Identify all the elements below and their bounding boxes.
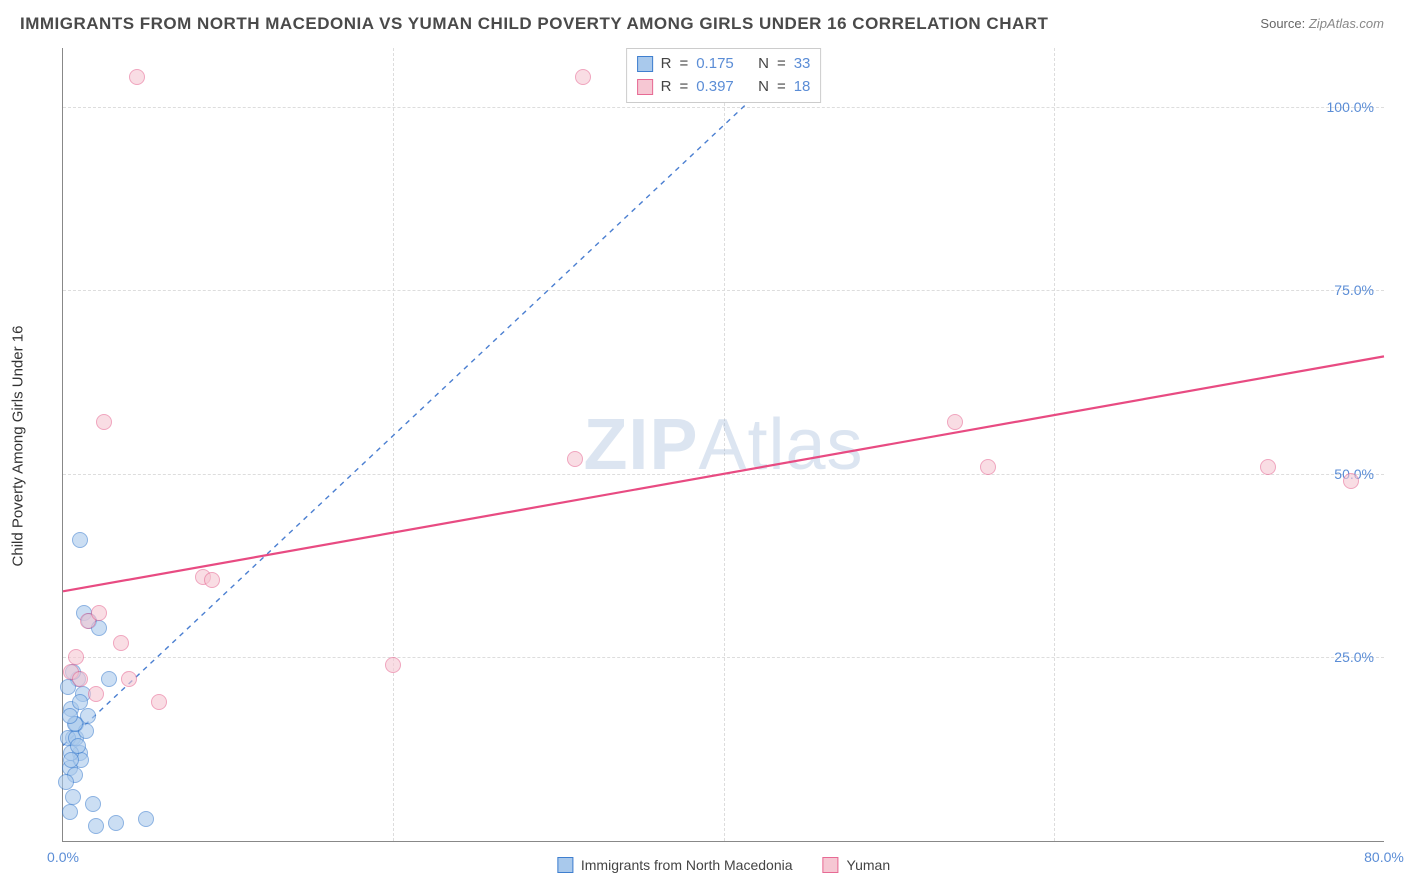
data-point	[1260, 459, 1276, 475]
data-point	[96, 414, 112, 430]
data-point	[138, 811, 154, 827]
data-point	[385, 657, 401, 673]
correlation-legend: R = 0.175 N = 33 R = 0.397 N = 18	[626, 48, 822, 103]
data-point	[575, 69, 591, 85]
data-point	[947, 414, 963, 430]
data-point	[88, 818, 104, 834]
legend-item-0: Immigrants from North Macedonia	[557, 857, 793, 873]
legend-swatch-b1	[823, 857, 839, 873]
data-point	[151, 694, 167, 710]
data-point	[70, 738, 86, 754]
ytick-label: 100.0%	[1327, 99, 1374, 115]
r-value-0: 0.175	[696, 53, 734, 76]
data-point	[129, 69, 145, 85]
data-point	[72, 671, 88, 687]
data-point	[980, 459, 996, 475]
r-value-1: 0.397	[696, 76, 734, 99]
data-point	[62, 804, 78, 820]
data-point	[204, 572, 220, 588]
xtick-label: 0.0%	[47, 849, 79, 865]
data-point	[1343, 473, 1359, 489]
gridline-v	[393, 48, 394, 841]
data-point	[72, 532, 88, 548]
legend-swatch-0	[637, 56, 653, 72]
data-point	[62, 708, 78, 724]
watermark: ZIPAtlas	[583, 404, 863, 486]
series-legend: Immigrants from North Macedonia Yuman	[557, 857, 890, 873]
ytick-label: 75.0%	[1334, 282, 1374, 298]
data-point	[72, 694, 88, 710]
data-point	[68, 649, 84, 665]
data-point	[91, 605, 107, 621]
legend-item-1: Yuman	[823, 857, 891, 873]
data-point	[567, 451, 583, 467]
data-point	[58, 774, 74, 790]
legend-swatch-b0	[557, 857, 573, 873]
legend-row-series-1: R = 0.397 N = 18	[637, 76, 811, 99]
plot-area: ZIPAtlas R = 0.175 N = 33 R = 0.397 N = …	[62, 48, 1384, 842]
source-attribution: Source: ZipAtlas.com	[1260, 16, 1384, 31]
data-point	[113, 635, 129, 651]
gridline-v	[1054, 48, 1055, 841]
ytick-label: 25.0%	[1334, 649, 1374, 665]
legend-row-series-0: R = 0.175 N = 33	[637, 53, 811, 76]
chart-title: IMMIGRANTS FROM NORTH MACEDONIA VS YUMAN…	[20, 14, 1048, 34]
data-point	[65, 789, 81, 805]
trend-line	[63, 48, 806, 746]
source-value: ZipAtlas.com	[1309, 16, 1384, 31]
legend-label-1: Yuman	[847, 857, 891, 873]
n-value-0: 33	[794, 53, 811, 76]
data-point	[63, 752, 79, 768]
legend-label-0: Immigrants from North Macedonia	[581, 857, 793, 873]
source-label: Source:	[1260, 16, 1305, 31]
data-point	[108, 815, 124, 831]
data-point	[121, 671, 137, 687]
data-point	[88, 686, 104, 702]
n-value-1: 18	[794, 76, 811, 99]
y-axis-title: Child Poverty Among Girls Under 16	[10, 326, 27, 567]
legend-swatch-1	[637, 79, 653, 95]
data-point	[101, 671, 117, 687]
data-point	[85, 796, 101, 812]
xtick-label: 80.0%	[1364, 849, 1404, 865]
